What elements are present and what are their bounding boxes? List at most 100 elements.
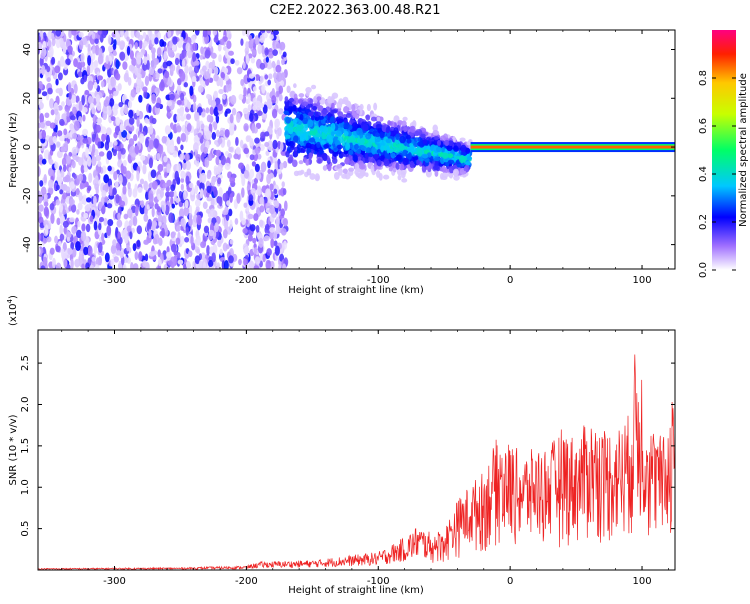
heatmap-cell [86, 64, 91, 75]
heatmap-cell [60, 168, 65, 178]
heatmap-cell [102, 184, 108, 192]
heatmap-band-core [470, 145, 675, 149]
heatmap-cell [179, 92, 185, 101]
heatmap-cell [196, 248, 201, 254]
heatmap-cell [108, 185, 113, 196]
heatmap-cell [228, 83, 232, 92]
heatmap-cell [218, 54, 222, 63]
heatmap-cell [176, 100, 182, 106]
heatmap-cell [319, 125, 326, 133]
y-tick-label: 2.5 [20, 355, 31, 371]
heatmap-cell [180, 235, 185, 245]
heatmap-cell [282, 263, 287, 269]
heatmap-cell [166, 60, 173, 67]
heatmap-cell [218, 88, 224, 95]
heatmap-cell [38, 80, 43, 91]
heatmap-cell [251, 161, 257, 167]
heatmap-cell [228, 208, 233, 217]
heatmap-cell [360, 146, 367, 152]
heatmap-cell [161, 202, 167, 214]
heatmap-cell [342, 168, 348, 174]
heatmap-cell [192, 102, 197, 112]
heatmap-cell [110, 76, 117, 88]
heatmap-cell [176, 225, 181, 232]
heatmap-cell [218, 187, 223, 198]
heatmap-cell [246, 30, 250, 38]
heatmap-cell [194, 184, 199, 195]
heatmap-cell [210, 52, 217, 59]
heatmap-cell [416, 158, 421, 166]
heatmap-cell [252, 237, 257, 244]
heatmap-cell [433, 165, 440, 171]
heatmap-cell [316, 96, 322, 101]
heatmap-cell [41, 129, 47, 140]
heatmap-cell [106, 127, 112, 136]
heatmap-cell [81, 223, 86, 232]
heatmap-cell [154, 37, 159, 45]
heatmap-cell [156, 47, 162, 57]
heatmap-cell [52, 135, 57, 143]
heatmap-cell [333, 172, 340, 180]
heatmap-cell [433, 136, 440, 141]
heatmap-cell [273, 240, 278, 247]
heatmap-cell [43, 149, 50, 160]
heatmap-cell [331, 102, 335, 110]
heatmap-cell [208, 229, 215, 237]
heatmap-cell [229, 239, 234, 245]
heatmap-cell [195, 75, 200, 82]
heatmap-cell [118, 101, 123, 108]
heatmap-cell [45, 120, 52, 127]
heatmap-cell [105, 55, 109, 65]
heatmap-cell [176, 125, 182, 133]
heatmap-cell [126, 225, 132, 233]
heatmap-cell [57, 72, 63, 81]
y-tick-label: 1.0 [20, 479, 31, 495]
heatmap-cell [89, 264, 95, 269]
heatmap-cell [268, 51, 274, 59]
heatmap-cell [56, 169, 61, 178]
heatmap-cell [248, 73, 255, 79]
heatmap-cell [48, 186, 54, 196]
heatmap-cell [168, 212, 174, 224]
heatmap-cell [112, 239, 117, 247]
heatmap-cell [217, 103, 223, 112]
heatmap-cell [126, 36, 130, 42]
heatmap-cell [143, 213, 149, 222]
heatmap-cell [271, 60, 276, 69]
heatmap-cell [243, 202, 248, 208]
heatmap-cell [167, 30, 172, 39]
heatmap-cell [466, 156, 473, 161]
heatmap-cell [296, 143, 301, 150]
heatmap-cell [259, 219, 264, 227]
heatmap-cell [188, 217, 193, 227]
heatmap-cell [300, 108, 307, 115]
heatmap-cell [236, 193, 241, 204]
heatmap-cell [66, 111, 70, 117]
heatmap-cell [78, 173, 84, 182]
heatmap-cell [121, 176, 128, 187]
heatmap-cell [169, 64, 176, 72]
heatmap-cell [203, 146, 209, 154]
heatmap-cell [272, 139, 278, 150]
heatmap-cell [250, 187, 256, 195]
heatmap-cell [98, 217, 105, 223]
heatmap-cell [119, 252, 124, 259]
heatmap-cell [60, 41, 66, 50]
heatmap-cell [128, 109, 134, 119]
heatmap-cell [43, 193, 48, 200]
heatmap-cell [106, 225, 112, 237]
heatmap-cell [97, 160, 102, 167]
heatmap-cell [180, 36, 184, 43]
heatmap-cell [281, 181, 285, 188]
heatmap-cell [152, 237, 158, 245]
heatmap-cell [336, 163, 343, 169]
heatmap-cell [350, 135, 354, 142]
heatmap-cell [75, 229, 82, 239]
heatmap-cell [248, 112, 254, 122]
heatmap-cell [73, 83, 78, 94]
heatmap-cell [122, 166, 127, 175]
heatmap-cell [126, 132, 131, 140]
heatmap-cell [87, 95, 93, 104]
colorbar-tick-label: 0.8 [698, 70, 709, 86]
heatmap-cell [184, 153, 190, 162]
